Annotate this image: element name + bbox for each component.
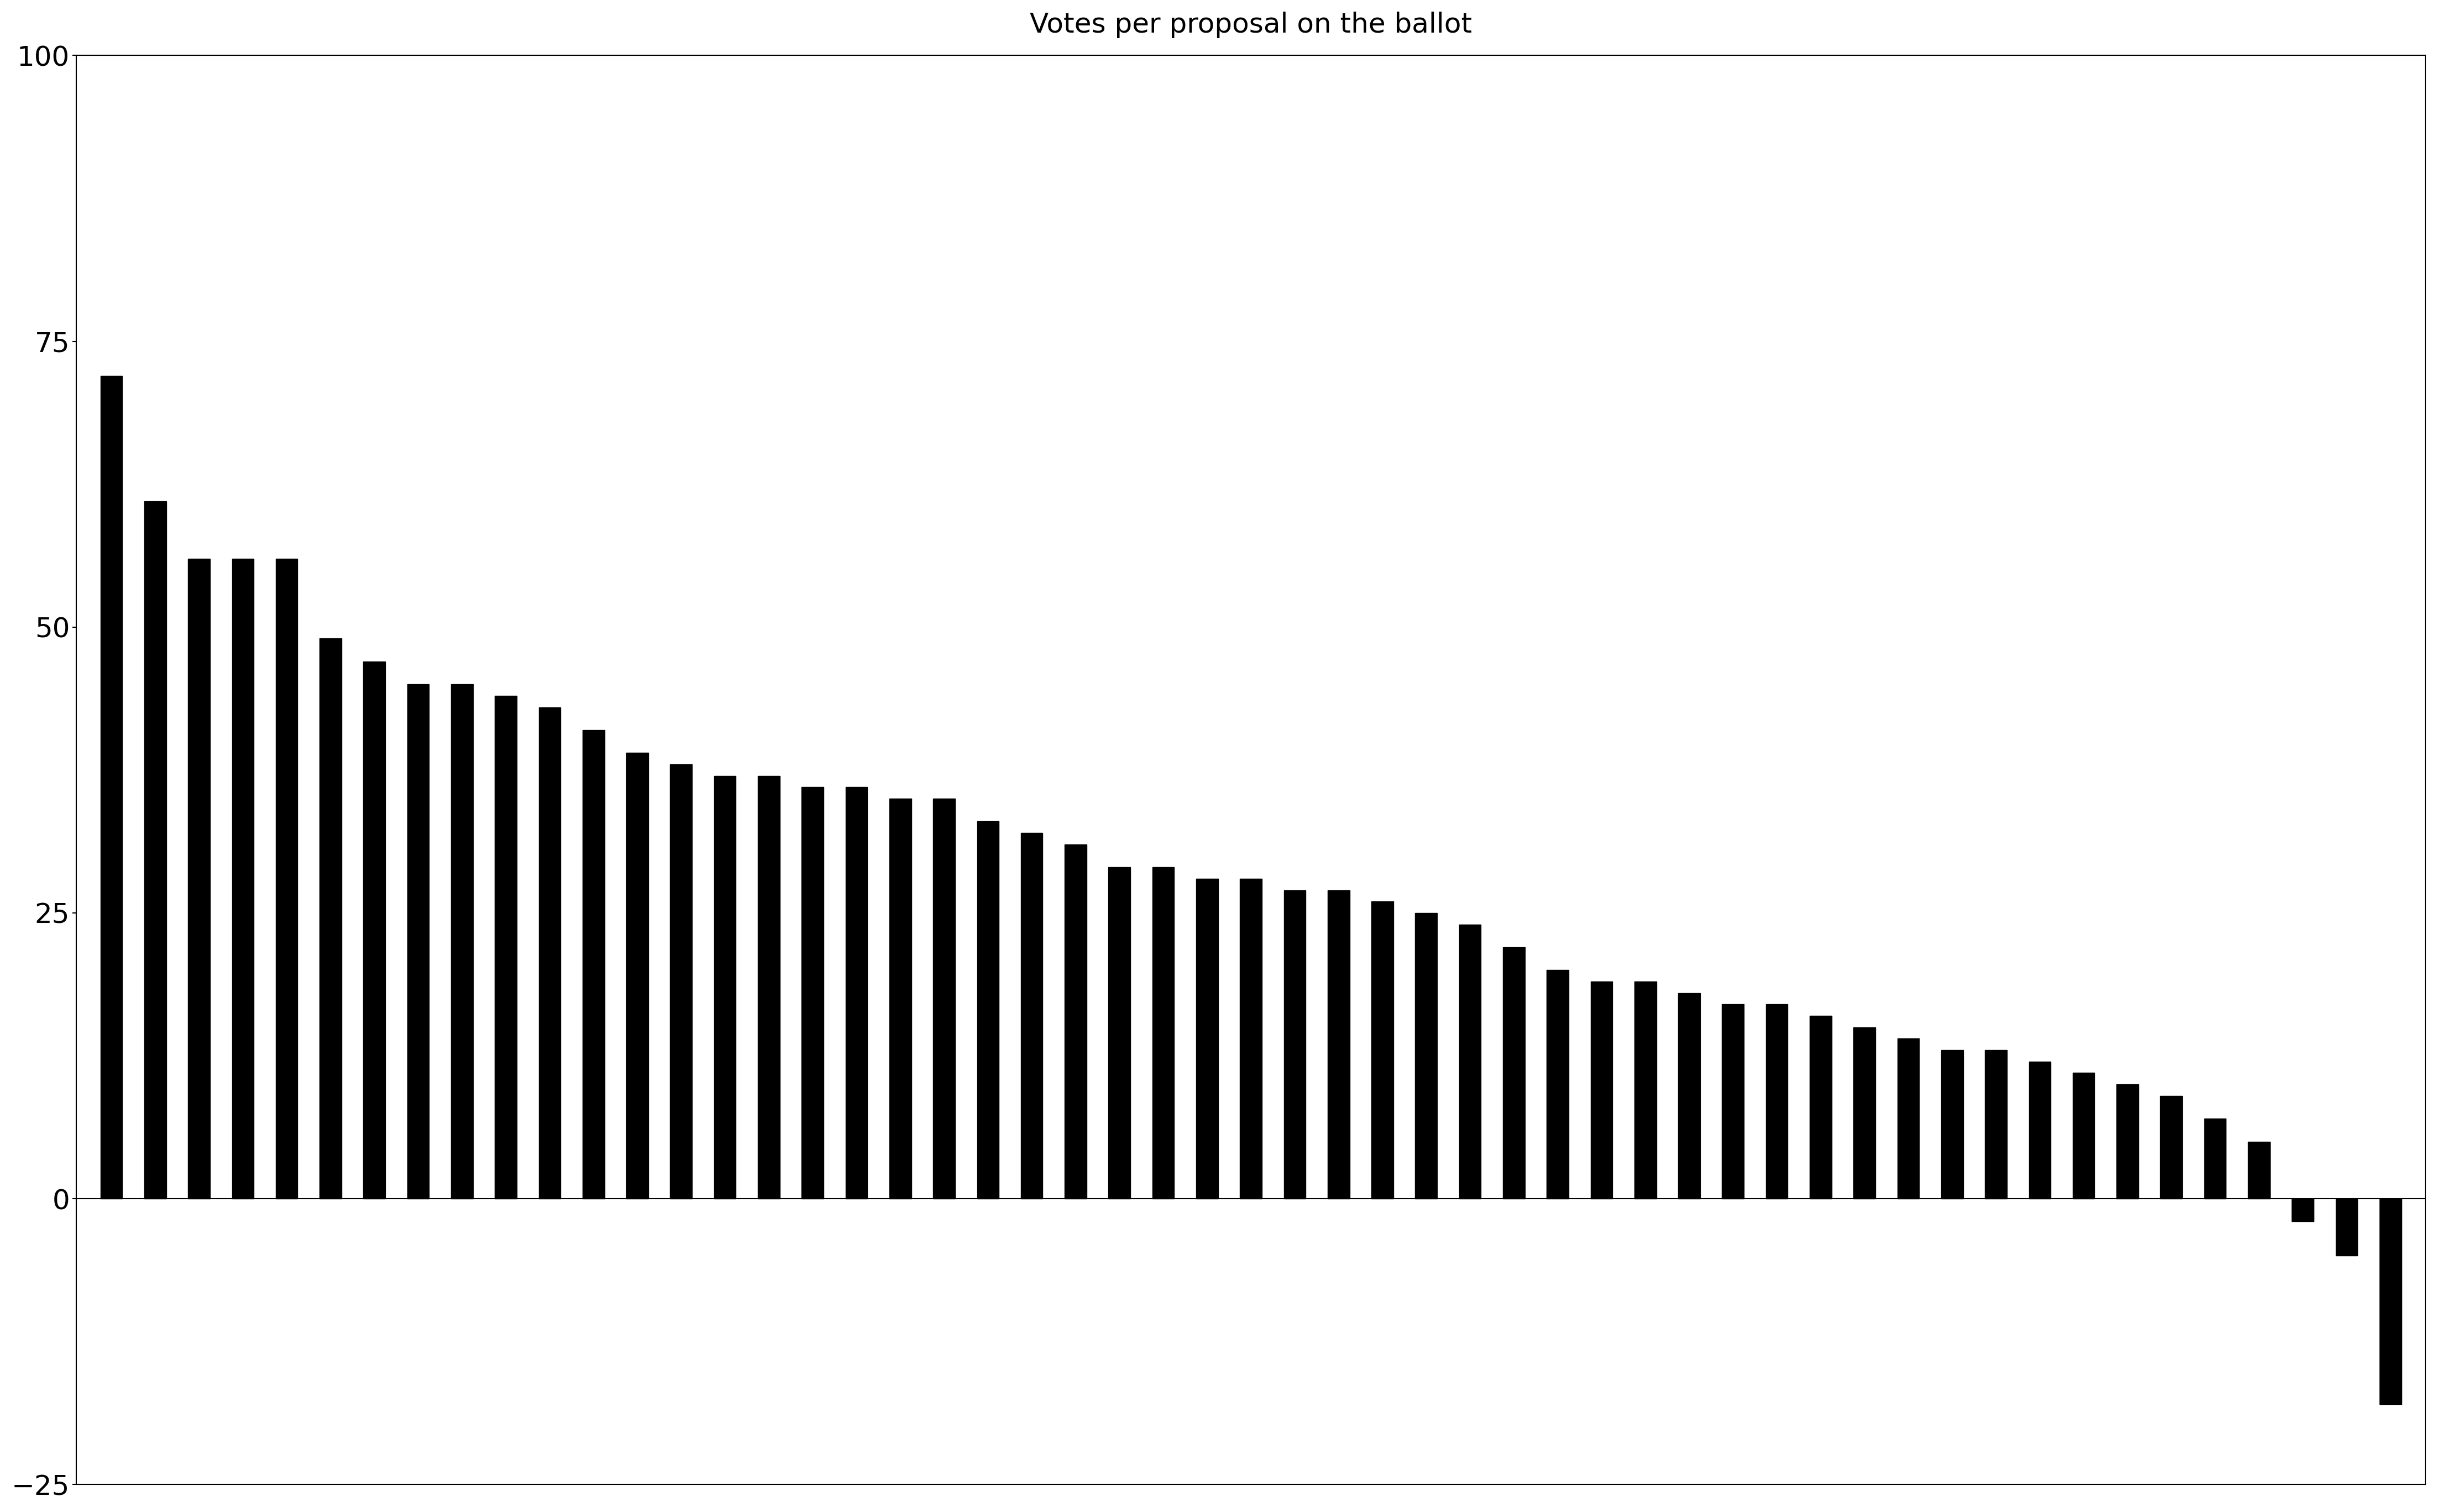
Bar <box>802 788 824 1199</box>
Bar <box>144 502 166 1199</box>
Bar <box>1284 891 1306 1199</box>
Bar <box>319 638 341 1199</box>
Bar <box>2203 1119 2225 1199</box>
Bar <box>1723 1004 1745 1199</box>
Bar <box>714 776 736 1199</box>
Bar <box>626 753 648 1199</box>
Bar <box>1679 993 1701 1199</box>
Bar <box>1460 924 1482 1199</box>
Bar <box>890 798 911 1199</box>
Bar <box>1635 981 1657 1199</box>
Bar <box>670 764 692 1199</box>
Bar <box>1591 981 1613 1199</box>
Bar <box>1416 913 1438 1199</box>
Bar <box>2291 1199 2313 1222</box>
Bar <box>2379 1199 2400 1405</box>
Bar <box>1767 1004 1789 1199</box>
Bar <box>100 375 122 1199</box>
Bar <box>539 708 561 1199</box>
Bar <box>1328 891 1350 1199</box>
Bar <box>2030 1061 2052 1199</box>
Bar <box>1547 971 1569 1199</box>
Bar <box>1986 1049 2008 1199</box>
Bar <box>1855 1027 1876 1199</box>
Bar <box>1240 878 1262 1199</box>
Bar <box>1109 868 1131 1199</box>
Bar <box>758 776 780 1199</box>
Bar <box>582 730 604 1199</box>
Bar <box>1372 901 1394 1199</box>
Bar <box>2115 1084 2137 1199</box>
Bar <box>2335 1199 2357 1256</box>
Bar <box>2247 1142 2269 1199</box>
Bar <box>363 661 385 1199</box>
Title: Votes per proposal on the ballot: Votes per proposal on the ballot <box>1031 12 1472 38</box>
Bar <box>977 821 999 1199</box>
Bar <box>232 558 253 1199</box>
Bar <box>846 788 868 1199</box>
Bar <box>1504 947 1526 1199</box>
Bar <box>1065 844 1087 1199</box>
Bar <box>933 798 955 1199</box>
Bar <box>1021 833 1043 1199</box>
Bar <box>1898 1039 1920 1199</box>
Bar <box>2071 1074 2093 1199</box>
Bar <box>2159 1096 2181 1199</box>
Bar <box>1153 868 1175 1199</box>
Bar <box>451 685 473 1199</box>
Bar <box>1197 878 1218 1199</box>
Bar <box>188 558 210 1199</box>
Bar <box>1811 1016 1833 1199</box>
Bar <box>275 558 297 1199</box>
Bar <box>1942 1049 1964 1199</box>
Bar <box>407 685 429 1199</box>
Bar <box>495 696 517 1199</box>
